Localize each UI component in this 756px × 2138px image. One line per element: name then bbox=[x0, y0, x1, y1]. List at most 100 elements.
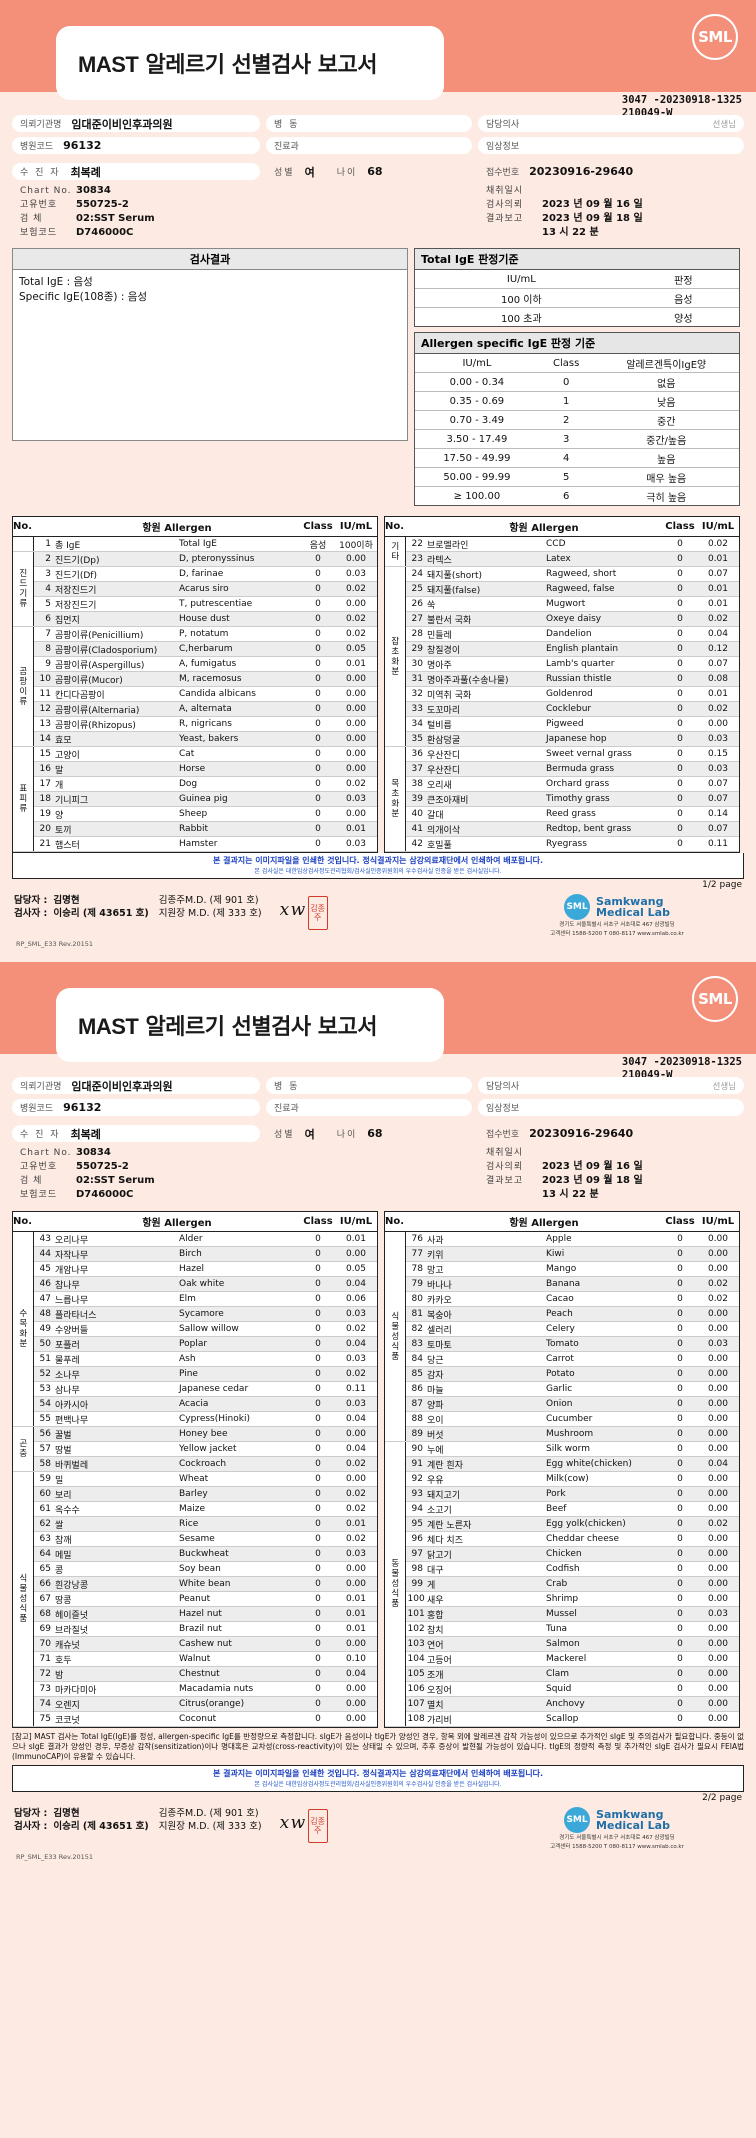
cell-allergen-en: Guinea pig bbox=[177, 791, 301, 807]
ward-label: 병 동 bbox=[274, 120, 300, 130]
table-row: 19 양 Sheep 0 0.00 bbox=[13, 806, 377, 822]
cell-allergen-kr: 미역취 국화 bbox=[425, 686, 544, 702]
th-allergen: 항원 Allergen bbox=[53, 517, 301, 537]
collect-label: 채취일시 bbox=[486, 1148, 524, 1158]
cell-range: 0.70 - 3.49 bbox=[415, 410, 539, 430]
cell-allergen-kr: 복숭아 bbox=[425, 1306, 544, 1322]
cell-class: 0 bbox=[663, 1411, 697, 1427]
cell-no: 48 bbox=[33, 1306, 53, 1322]
cell-iu: 0.01 bbox=[697, 686, 739, 702]
cell-no: 36 bbox=[405, 746, 425, 762]
cell-class: 0 bbox=[663, 1351, 697, 1367]
cell-allergen-en: Salmon bbox=[544, 1636, 663, 1652]
chart-no-value: 30834 bbox=[76, 1147, 111, 1158]
cell-allergen-kr: 곰팡이류(Alternaria) bbox=[53, 701, 177, 717]
cell-class: 0 bbox=[301, 581, 335, 597]
table-row: 47 느릅나무 Elm 0 0.06 bbox=[13, 1291, 377, 1307]
cell-no: 62 bbox=[33, 1516, 53, 1532]
age-value: 68 bbox=[367, 1127, 383, 1140]
cell-allergen-en: Squid bbox=[544, 1681, 663, 1697]
cell-class: 0 bbox=[301, 1636, 335, 1652]
specimen-details: Chart No. 30834 고유번호 550725-2 검 체 02:SST Se… bbox=[12, 184, 266, 240]
cell-allergen-kr: 쌀 bbox=[53, 1516, 177, 1532]
cell-iu: 0.05 bbox=[335, 1261, 377, 1277]
table-row: 89 버섯 Mushroom 0 0.00 bbox=[385, 1426, 739, 1442]
cell-no: 67 bbox=[33, 1591, 53, 1607]
cell-no: 98 bbox=[405, 1561, 425, 1577]
table-row: 103 연어 Salmon 0 0.00 bbox=[385, 1636, 739, 1652]
sex-label: 성별 bbox=[274, 1130, 295, 1140]
lab-name-1: Samkwang bbox=[596, 1808, 664, 1821]
cell-iu: 0.00 bbox=[335, 686, 377, 702]
cell-no: 6 bbox=[33, 611, 53, 627]
subject-value: 최복례 bbox=[70, 1127, 101, 1141]
cell-no: 34 bbox=[405, 716, 425, 732]
cell-range: 0.35 - 0.69 bbox=[415, 391, 539, 411]
cell-allergen-kr: 소나무 bbox=[53, 1366, 177, 1382]
cell-allergen-en: Scallop bbox=[544, 1711, 663, 1727]
cell-allergen-kr: 고양이 bbox=[53, 746, 177, 762]
report-time: 13 시 22 분 bbox=[542, 227, 599, 238]
cell-iu: 0.00 bbox=[335, 716, 377, 732]
cell-iu: 0.00 bbox=[697, 1441, 739, 1457]
cell-no: 29 bbox=[405, 641, 425, 657]
subject-label: 수 진 자 bbox=[20, 168, 61, 178]
allergen-table-right-p1: No. 항원 Allergen Class IU/mL 기 타 22 브로멜라인 CC… bbox=[384, 516, 740, 853]
cell-iu: 0.02 bbox=[335, 1501, 377, 1517]
cell-class: 0 bbox=[663, 1426, 697, 1442]
lab-identity-p2: SML Samkwang Medical Lab 경기도 서울특별시 서초구 서… bbox=[492, 1807, 742, 1851]
cell-allergen-kr: 멸치 bbox=[425, 1696, 544, 1712]
cell-no: 59 bbox=[33, 1471, 53, 1487]
cell-range: 100 이하 bbox=[415, 288, 628, 308]
lab-address-1: 경기도 서울특별시 서초구 서초대로 467 삼광빌딩 bbox=[559, 922, 675, 928]
cell-class: 0 bbox=[301, 1516, 335, 1532]
table-row: 진 드 기 류 2 진드기(Dp) D, pteronyssinus 0 0.00 bbox=[13, 551, 377, 627]
cell-iu: 0.06 bbox=[335, 1291, 377, 1307]
cell-no: 64 bbox=[33, 1546, 53, 1562]
cell-no: 85 bbox=[405, 1366, 425, 1382]
allergen-group-label: 수 목 화 분 bbox=[13, 1231, 34, 1427]
cell-no: 57 bbox=[33, 1441, 53, 1457]
cell-iu: 0.02 bbox=[335, 1456, 377, 1472]
cell-allergen-en: Mackerel bbox=[544, 1651, 663, 1667]
cell-allergen-kr: 수양버들 bbox=[53, 1321, 177, 1337]
cell-no: 94 bbox=[405, 1501, 425, 1517]
cell-class: 6 bbox=[562, 490, 570, 502]
cell-class: 0 bbox=[301, 641, 335, 657]
cell-allergen-kr: 우유 bbox=[425, 1471, 544, 1487]
cell-allergen-kr: 기니피그 bbox=[53, 791, 177, 807]
cell-class: 0 bbox=[301, 1231, 335, 1247]
field-sex-age: 성별 여 나이 68 bbox=[266, 164, 472, 180]
notice-line-1: 본 결과지는 이미지파일을 인쇄한 것입니다. 정식결과지는 삼강의료재단에서 … bbox=[212, 1769, 544, 1778]
table-row: 33 도꼬마리 Cocklebur 0 0.02 bbox=[385, 701, 739, 717]
th-no: No. bbox=[385, 517, 425, 537]
cell-iu: 0.01 bbox=[335, 1621, 377, 1637]
cell-allergen-en: Birch bbox=[177, 1246, 301, 1262]
cell-allergen-kr: 바나나 bbox=[425, 1276, 544, 1292]
cell-allergen-kr: 가리비 bbox=[425, 1711, 544, 1727]
table-row: 78 망고 Mango 0 0.00 bbox=[385, 1261, 739, 1277]
table-row: 49 수양버들 Sallow willow 0 0.02 bbox=[13, 1321, 377, 1337]
cell-no: 108 bbox=[405, 1711, 425, 1727]
cell-allergen-en: Orchard grass bbox=[544, 776, 663, 792]
table-row: 25 돼지풀(false) Ragweed, false 0 0.01 bbox=[385, 581, 739, 597]
cell-class: 0 bbox=[301, 566, 335, 582]
cell-no: 28 bbox=[405, 626, 425, 642]
table-row: 62 쌀 Rice 0 0.01 bbox=[13, 1516, 377, 1532]
cell-iu: 0.01 bbox=[335, 1591, 377, 1607]
cell-allergen-en: T, putrescentiae bbox=[177, 596, 301, 612]
cell-allergen-en: Ragweed, short bbox=[544, 566, 663, 582]
cell-allergen-en: Chicken bbox=[544, 1546, 663, 1562]
cell-allergen-en: Cucumber bbox=[544, 1411, 663, 1427]
table-row: 16 말 Horse 0 0.00 bbox=[13, 761, 377, 777]
table-row: 68 헤이즐넛 Hazel nut 0 0.01 bbox=[13, 1606, 377, 1622]
cell-iu: 0.00 bbox=[697, 1636, 739, 1652]
cell-allergen-kr: 우산잔디 bbox=[425, 761, 544, 777]
table-row: 20 토끼 Rabbit 0 0.01 bbox=[13, 821, 377, 837]
cell-iu: 0.01 bbox=[335, 821, 377, 837]
cell-allergen-kr: 호밀풀 bbox=[425, 836, 544, 852]
table-row: 93 돼지고기 Pork 0 0.00 bbox=[385, 1486, 739, 1502]
insurance-value: D746000C bbox=[76, 227, 134, 238]
cell-allergen-kr: 진드기(Df) bbox=[53, 566, 177, 582]
th-allergen: 항원 Allergen bbox=[425, 1212, 663, 1232]
